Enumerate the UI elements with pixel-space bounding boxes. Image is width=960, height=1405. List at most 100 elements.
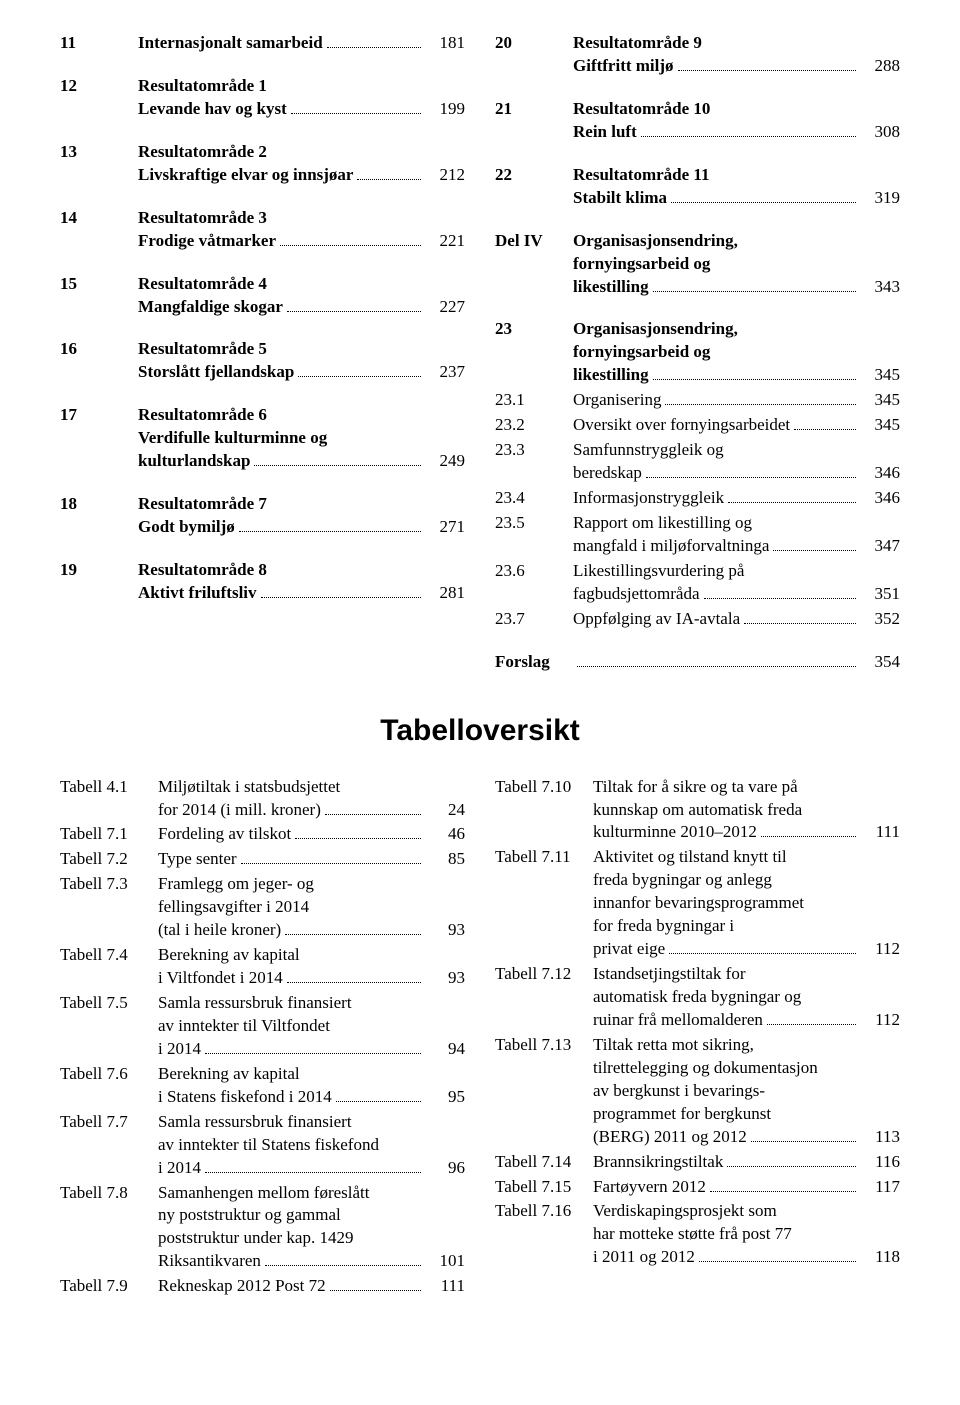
toc-number: 23.5 bbox=[495, 512, 573, 535]
table-toc-page: 118 bbox=[860, 1246, 900, 1269]
table-toc-text: Miljøtiltak i statsbudsjettetfor 2014 (i… bbox=[158, 776, 465, 822]
toc-number: 23.2 bbox=[495, 414, 573, 437]
toc-text: Resultatområde 4Mangfaldige skogar227 bbox=[138, 273, 465, 319]
toc-number: 12 bbox=[60, 75, 138, 98]
spacer bbox=[60, 541, 465, 557]
table-toc-text: Berekning av kapitali Statens fiskefond … bbox=[158, 1063, 465, 1109]
toc-line-text: Organisering bbox=[573, 389, 661, 412]
toc-text: Resultatområde 9Giftfritt miljø288 bbox=[573, 32, 900, 78]
toc-row: 11Internasjonalt samarbeid181 bbox=[60, 32, 465, 55]
table-toc-page: 111 bbox=[860, 821, 900, 844]
table-toc-row: Tabell 7.10Tiltak for å sikre og ta vare… bbox=[495, 776, 900, 845]
table-toc-number: Tabell 7.9 bbox=[60, 1275, 158, 1298]
toc-row: 23.6Likestillingsvurdering påfagbudsjett… bbox=[495, 560, 900, 606]
toc-row: 13Resultatområde 2Livskraftige elvar og … bbox=[60, 141, 465, 187]
table-toc-line-text: i 2014 bbox=[158, 1038, 201, 1061]
toc-page: 346 bbox=[860, 462, 900, 485]
toc-number: 23.4 bbox=[495, 487, 573, 510]
dot-leader bbox=[298, 376, 421, 377]
table-toc-line-text: Riksantikvaren bbox=[158, 1250, 261, 1273]
toc-page: 199 bbox=[425, 98, 465, 121]
table-toc-text: Rekneskap 2012 Post 72111 bbox=[158, 1275, 465, 1298]
toc-line-text: fagbudsjettområda bbox=[573, 583, 700, 606]
toc-row: 16Resultatområde 5Storslått fjellandskap… bbox=[60, 338, 465, 384]
toc-line-text: Levande hav og kyst bbox=[138, 98, 287, 121]
toc-text: Resultatområde 1Levande hav og kyst 199 bbox=[138, 75, 465, 121]
toc-number: 19 bbox=[60, 559, 138, 582]
dot-leader bbox=[325, 814, 421, 815]
spacer bbox=[60, 189, 465, 205]
toc-page: 212 bbox=[425, 164, 465, 187]
spacer bbox=[495, 212, 900, 228]
table-toc-row: Tabell 7.14Brannsikringstiltak116 bbox=[495, 1151, 900, 1174]
toc-number: 23.7 bbox=[495, 608, 573, 631]
table-toc-text: Istandsetjingstiltak forautomatisk freda… bbox=[593, 963, 900, 1032]
toc-line-text: Resultatområde 1 bbox=[138, 75, 267, 98]
dot-leader bbox=[357, 179, 421, 180]
table-toc-row: Tabell 7.6Berekning av kapitali Statens … bbox=[60, 1063, 465, 1109]
table-toc-line-text: i Viltfondet i 2014 bbox=[158, 967, 283, 990]
table-toc-number: Tabell 7.5 bbox=[60, 992, 158, 1015]
toc-number: 15 bbox=[60, 273, 138, 296]
toc-page: 345 bbox=[860, 389, 900, 412]
dot-leader bbox=[767, 1024, 856, 1025]
dot-leader bbox=[678, 70, 856, 71]
toc-page: 249 bbox=[425, 450, 465, 473]
dot-leader bbox=[646, 477, 856, 478]
dot-leader bbox=[327, 47, 421, 48]
toc-line-text: Rein luft bbox=[573, 121, 637, 144]
table-toc-number: Tabell 7.12 bbox=[495, 963, 593, 986]
dot-leader bbox=[577, 666, 856, 667]
toc-text: Likestillingsvurdering påfagbudsjettområ… bbox=[573, 560, 900, 606]
toc-row: Forslag354 bbox=[495, 651, 900, 674]
table-toc-line-text: Tiltak retta mot sikring, bbox=[593, 1034, 754, 1057]
toc-line-text: Godt bymiljø bbox=[138, 516, 235, 539]
toc-line-text: Resultatområde 3 bbox=[138, 207, 267, 230]
toc-top-columns: 11Internasjonalt samarbeid18112Resultato… bbox=[60, 30, 900, 676]
table-toc-number: Tabell 4.1 bbox=[60, 776, 158, 799]
toc-page: 237 bbox=[425, 361, 465, 384]
table-toc-text: Aktivitet og tilstand knytt tilfreda byg… bbox=[593, 846, 900, 961]
toc-text: Resultatområde 11Stabilt klima319 bbox=[573, 164, 900, 210]
table-toc-line-text: tilrettelegging og dokumentasjon bbox=[593, 1057, 818, 1080]
toc-number: 13 bbox=[60, 141, 138, 164]
dot-leader bbox=[669, 953, 856, 954]
toc-right-column: 20Resultatområde 9Giftfritt miljø28821Re… bbox=[495, 30, 900, 676]
toc-number: 23.6 bbox=[495, 560, 573, 583]
table-toc-number: Tabell 7.3 bbox=[60, 873, 158, 896]
table-toc-line-text: ruinar frå mellomalderen bbox=[593, 1009, 763, 1032]
toc-number: 17 bbox=[60, 404, 138, 427]
table-toc-number: Tabell 7.10 bbox=[495, 776, 593, 799]
toc-page: 343 bbox=[860, 276, 900, 299]
table-toc-text: Tiltak retta mot sikring,tilrettelegging… bbox=[593, 1034, 900, 1149]
dot-leader bbox=[265, 1265, 421, 1266]
toc-line-text: Livskraftige elvar og innsjøar bbox=[138, 164, 353, 187]
table-toc-row: Tabell 7.15Fartøyvern 2012117 bbox=[495, 1176, 900, 1199]
spacer bbox=[60, 320, 465, 336]
toc-line-text: likestilling bbox=[573, 276, 649, 299]
toc-text: Internasjonalt samarbeid181 bbox=[138, 32, 465, 55]
table-toc-line-text: programmet for bergkunst bbox=[593, 1103, 771, 1126]
table-toc-text: Tiltak for å sikre og ta vare påkunnskap… bbox=[593, 776, 900, 845]
toc-row: 23.4Informasjonstryggleik346 bbox=[495, 487, 900, 510]
toc-number: Del IV bbox=[495, 230, 573, 253]
toc-number: 14 bbox=[60, 207, 138, 230]
table-toc-line-text: Miljøtiltak i statsbudsjettet bbox=[158, 776, 340, 799]
table-toc-line-text: Berekning av kapital bbox=[158, 1063, 300, 1086]
table-toc-line-text: Berekning av kapital bbox=[158, 944, 300, 967]
toc-number: 23.1 bbox=[495, 389, 573, 412]
dot-leader bbox=[295, 838, 421, 839]
toc-row: 23.5Rapport om likestilling ogmangfald i… bbox=[495, 512, 900, 558]
table-toc-text: Berekning av kapitali Viltfondet i 20149… bbox=[158, 944, 465, 990]
toc-row: 15Resultatområde 4Mangfaldige skogar227 bbox=[60, 273, 465, 319]
table-toc-line-text: kunnskap om automatisk freda bbox=[593, 799, 802, 822]
toc-line-text: Frodige våtmarker bbox=[138, 230, 276, 253]
table-toc-row: Tabell 7.7Samla ressursbruk finansiertav… bbox=[60, 1111, 465, 1180]
toc-line-text: Mangfaldige skogar bbox=[138, 296, 283, 319]
table-toc-line-text: for freda bygningar i bbox=[593, 915, 734, 938]
toc-line-text: Resultatområde 2 bbox=[138, 141, 267, 164]
table-toc-text: Fordeling av tilskot46 bbox=[158, 823, 465, 846]
table-toc-row: Tabell 7.2Type senter85 bbox=[60, 848, 465, 871]
toc-row: 23.1Organisering 345 bbox=[495, 389, 900, 412]
toc-row: 12Resultatområde 1Levande hav og kyst 199 bbox=[60, 75, 465, 121]
